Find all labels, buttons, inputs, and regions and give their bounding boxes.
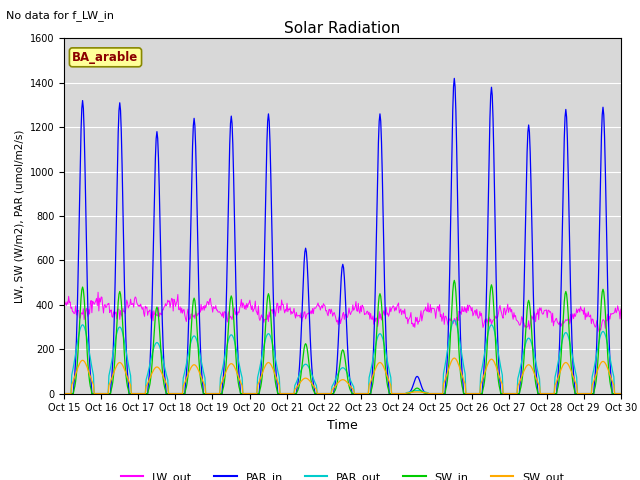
Line: PAR_out: PAR_out (64, 320, 621, 394)
PAR_out (60, 391, 68, 396)
SW_out (410, 389, 418, 395)
SW_in (410, 387, 418, 393)
LW_out (411, 324, 419, 330)
PAR_in (451, 75, 458, 81)
SW_in (214, 391, 221, 396)
LW_out (428, 310, 435, 316)
LW_out (94, 289, 102, 295)
LW_out (185, 312, 193, 317)
LW_out (595, 329, 603, 335)
Line: PAR_in: PAR_in (64, 78, 621, 394)
LW_out (128, 301, 136, 307)
Line: LW_out: LW_out (64, 292, 621, 332)
PAR_out (451, 317, 458, 323)
X-axis label: Time: Time (327, 419, 358, 432)
Text: No data for f_LW_in: No data for f_LW_in (6, 10, 115, 21)
PAR_in (70, 379, 78, 385)
PAR_out (70, 360, 78, 366)
Text: BA_arable: BA_arable (72, 51, 139, 64)
Title: Solar Radiation: Solar Radiation (284, 21, 401, 36)
LW_out (60, 300, 68, 305)
PAR_in (60, 391, 68, 396)
SW_out (127, 391, 135, 396)
LW_out (70, 311, 78, 316)
PAR_out (426, 391, 434, 396)
LW_out (214, 309, 222, 315)
PAR_in (214, 391, 221, 396)
SW_in (60, 391, 68, 396)
SW_out (70, 376, 78, 382)
SW_out (617, 391, 625, 396)
Legend: LW_out, PAR_in, PAR_out, SW_in, SW_out: LW_out, PAR_in, PAR_out, SW_in, SW_out (116, 468, 568, 480)
SW_out (426, 391, 434, 396)
PAR_out (617, 391, 625, 396)
Y-axis label: LW, SW (W/m2), PAR (umol/m2/s): LW, SW (W/m2), PAR (umol/m2/s) (14, 129, 24, 303)
SW_in (617, 391, 625, 396)
SW_out (184, 372, 192, 378)
LW_out (617, 306, 625, 312)
PAR_in (184, 341, 192, 347)
PAR_out (214, 391, 221, 396)
SW_in (451, 277, 458, 283)
PAR_in (426, 391, 434, 396)
PAR_out (410, 388, 418, 394)
SW_in (426, 391, 434, 396)
SW_out (60, 391, 68, 396)
PAR_out (127, 391, 135, 396)
SW_in (184, 373, 192, 379)
PAR_in (410, 380, 418, 385)
SW_in (70, 386, 78, 392)
PAR_in (617, 391, 625, 396)
SW_out (451, 355, 458, 361)
PAR_in (127, 391, 135, 396)
PAR_out (184, 353, 192, 359)
Line: SW_out: SW_out (64, 358, 621, 394)
SW_out (214, 391, 221, 396)
Line: SW_in: SW_in (64, 280, 621, 394)
SW_in (127, 391, 135, 396)
